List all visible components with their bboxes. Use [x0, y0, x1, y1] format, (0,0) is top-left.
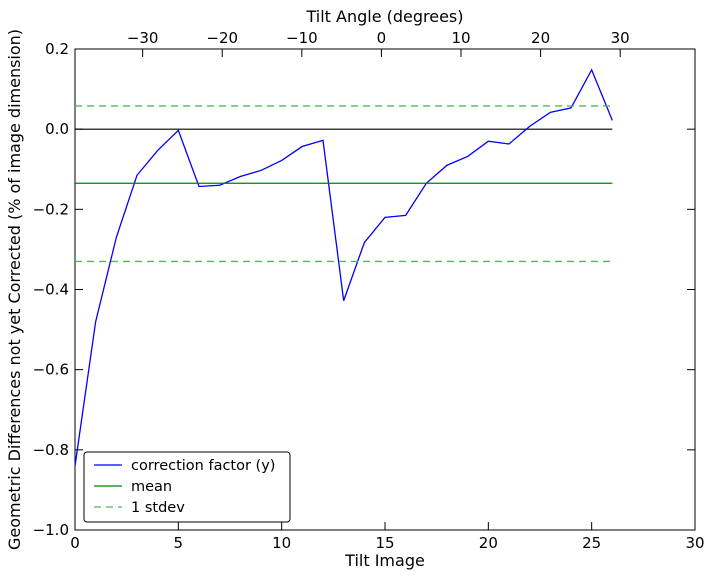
top-x-tick-label: 10: [451, 29, 470, 47]
y-tick-label: −0.4: [33, 281, 69, 299]
y-tick-label: −1.0: [33, 521, 69, 539]
top-x-tick-label: −10: [286, 29, 318, 47]
top-x-tick-label: 20: [531, 29, 550, 47]
top-x-tick-label: 0: [377, 29, 387, 47]
x-axis-title: Tilt Image: [344, 551, 425, 570]
top-x-tick-label: 30: [611, 29, 630, 47]
y-tick-label: −0.8: [33, 441, 69, 459]
x-tick-label: 25: [582, 534, 601, 552]
y-tick-label: 0.2: [45, 40, 69, 58]
top-x-tick-label: −20: [206, 29, 238, 47]
legend-box: [83, 451, 291, 523]
x-tick-label: 15: [375, 534, 394, 552]
series-lines: [74, 68, 613, 466]
legend: correction factor (y) mean 1 stdev: [83, 451, 291, 523]
y-tick-label: −0.6: [33, 361, 69, 379]
legend-label: mean: [131, 479, 172, 495]
axis-ticks: [74, 48, 696, 531]
top-x-tick-label: −30: [127, 29, 159, 47]
x-tick-label: 20: [479, 534, 498, 552]
legend-label: correction factor (y): [131, 458, 275, 474]
x-tick-label: 10: [272, 534, 291, 552]
y-tick-label: −0.2: [33, 200, 69, 218]
x-tick-label: 30: [685, 534, 704, 552]
y-axis-title: Geometric Differences not yet Corrected …: [5, 29, 24, 550]
x-tick-label: 0: [70, 534, 80, 552]
series-line-0: [74, 68, 613, 466]
axis-tick-labels: 0 5 10 15 20 25 30 −1.0 −0.8 −0.6 −0.4 −0.2 0.0 0.2 −3…: [33, 29, 705, 552]
legend-label: 1 stdev: [131, 500, 185, 516]
top-x-axis-title: Tilt Angle (degrees): [305, 7, 463, 26]
y-tick-label: 0.0: [45, 120, 69, 138]
x-tick-label: 5: [174, 534, 184, 552]
